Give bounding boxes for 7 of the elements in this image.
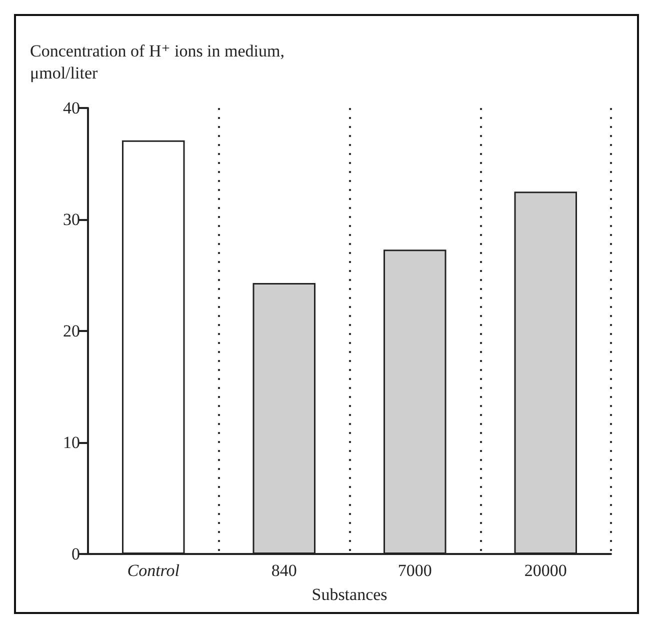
x-tick-label: 840: [271, 561, 297, 580]
y-axis-title: Concentration of H⁺ ions in medium, μmol/liter: [30, 42, 284, 82]
x-tick-label: Control: [127, 561, 180, 580]
x-tick-label: 7000: [398, 561, 432, 580]
x-tick-label: 20000: [524, 561, 567, 580]
y-tick-label: 30: [63, 210, 80, 229]
x-axis-title: Substances: [312, 585, 388, 604]
